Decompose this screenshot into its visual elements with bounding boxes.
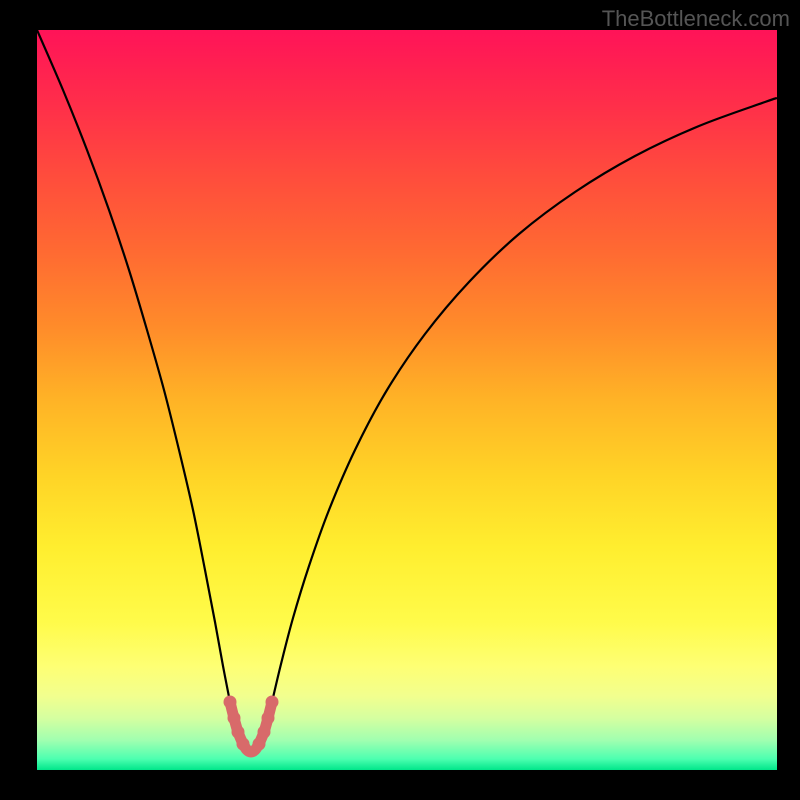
chart-container: TheBottleneck.com [0,0,800,800]
notch-marker-dot [258,726,271,739]
chart-svg [37,30,777,770]
notch-marker-dot [232,726,245,739]
plot-area [37,30,777,770]
notch-marker-dot [262,712,275,725]
watermark-text: TheBottleneck.com [602,6,790,32]
notch-marker-dot [253,738,266,751]
notch-marker-dot [228,712,241,725]
notch-marker-dot [224,696,237,709]
notch-marker-dot [237,738,250,751]
notch-marker-dot [266,696,279,709]
